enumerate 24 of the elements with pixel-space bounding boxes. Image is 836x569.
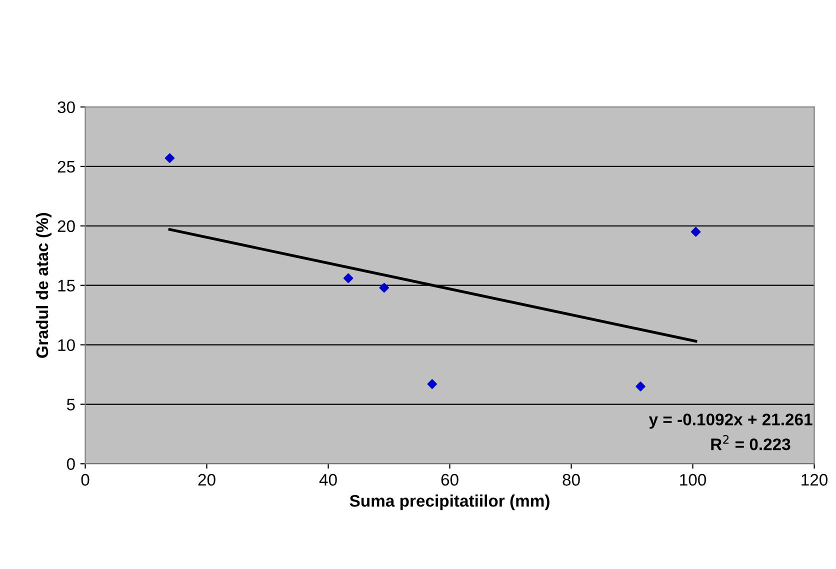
x-tick-label: 80	[562, 474, 580, 486]
annotation: R$^{2}$ = 0.223	[711, 435, 790, 450]
point	[343, 273, 354, 284]
x-tick-label: 20	[198, 474, 216, 486]
y-tick-label: 0	[66, 458, 75, 470]
x-tick-label: 60	[441, 474, 458, 486]
y-tick-label: 30	[58, 101, 75, 114]
y-tick-label: 25	[58, 160, 75, 173]
point	[636, 382, 646, 392]
y-axis-title: Gradul de atac (%)	[36, 213, 52, 358]
y-tick-label: 10	[58, 339, 75, 352]
point	[427, 379, 438, 389]
point	[379, 282, 390, 293]
x-tick-label: 100	[680, 474, 706, 486]
y-tick-label: 20	[58, 220, 75, 232]
point	[164, 153, 175, 163]
x-axis-title: Suma precipitatiilor (mm)	[350, 494, 550, 510]
annotation: y = -0.1092x + 21.261	[648, 414, 812, 429]
x-tick-label: 40	[319, 474, 337, 486]
point	[690, 226, 701, 237]
y-tick-label: 15	[58, 280, 75, 292]
x-tick-label: 0	[81, 474, 90, 486]
x-tick-label: 120	[802, 474, 828, 486]
y-tick-label: 5	[66, 398, 75, 410]
